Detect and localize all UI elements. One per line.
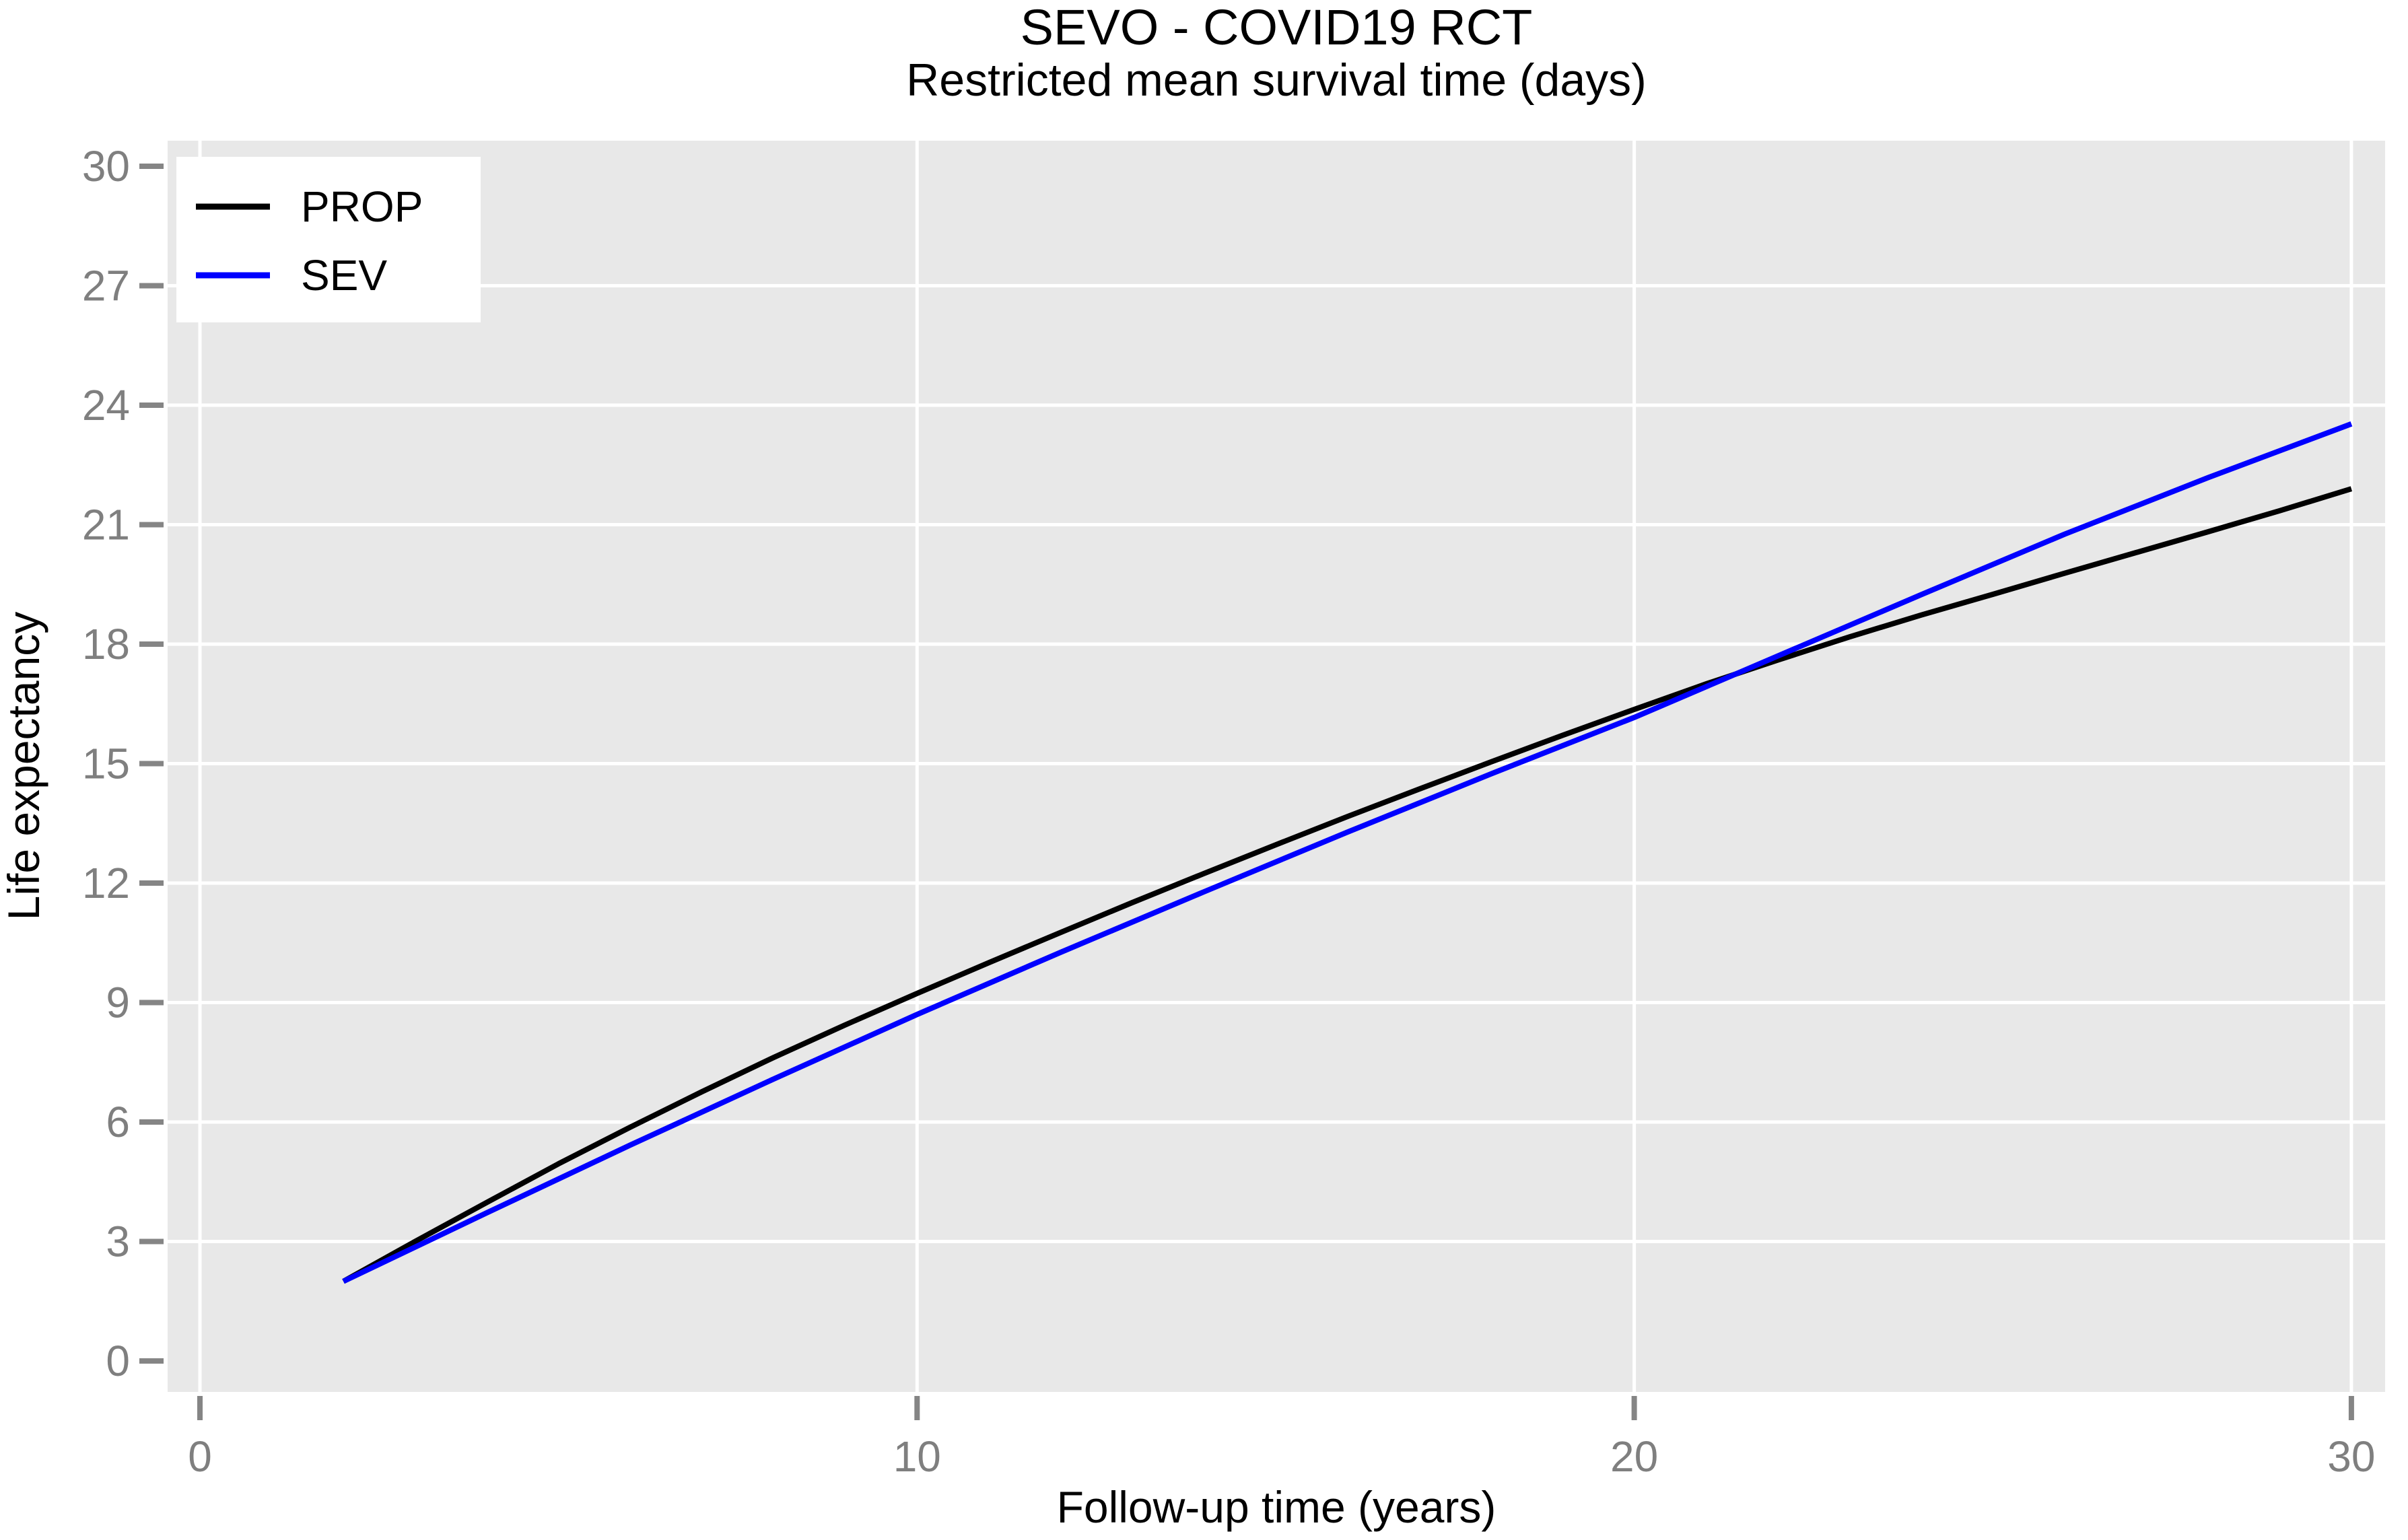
series-line-sev [342, 421, 2353, 1284]
chart-title: SEVO - COVID19 RCT [1021, 0, 1533, 55]
y-tick-label-24: 24 [82, 381, 130, 429]
axis-tick-labels: 0 10 20 30 0 3 6 9 12 15 18 21 24 27 30 [82, 142, 2376, 1481]
plot-panel [168, 141, 2385, 1392]
x-tick-label-0: 0 [188, 1432, 212, 1481]
y-tick-label-0: 0 [106, 1337, 130, 1385]
axis-ticks [139, 163, 2354, 1420]
y-tick-label-27: 27 [82, 261, 130, 310]
y-tick-label-3: 3 [106, 1217, 130, 1265]
x-axis-title: Follow-up time (years) [1057, 1482, 1497, 1532]
y-tick-label-15: 15 [82, 739, 130, 788]
y-tick-label-30: 30 [82, 142, 130, 190]
legend-label-sev: SEV [301, 251, 387, 300]
series-lines [342, 421, 2353, 1284]
y-tick-label-21: 21 [82, 500, 130, 549]
series-line-prop [342, 486, 2353, 1284]
legend-label-prop: PROP [301, 182, 423, 231]
y-tick-label-12: 12 [82, 859, 130, 907]
y-tick-label-18: 18 [82, 620, 130, 668]
y-tick-label-6: 6 [106, 1098, 130, 1146]
legend-box [176, 157, 481, 322]
chart-subtitle: Restricted mean survival time (days) [906, 55, 1647, 106]
gridlines [168, 141, 2385, 1392]
x-tick-label-30: 30 [2327, 1432, 2375, 1481]
legend: PROP SEV [176, 157, 481, 322]
x-tick-label-10: 10 [893, 1432, 941, 1481]
y-axis-title: Life expectancy [0, 612, 48, 921]
y-tick-label-9: 9 [106, 978, 130, 1026]
x-tick-label-20: 20 [1610, 1432, 1658, 1481]
